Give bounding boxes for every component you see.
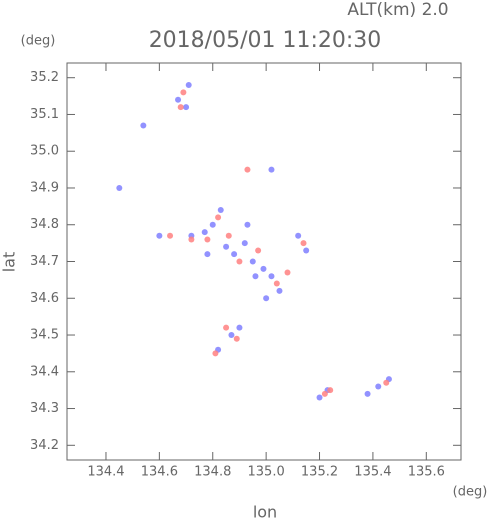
x-axis-label: lon [253,503,277,521]
echo-point [116,184,123,191]
echo-point [300,240,307,247]
echo-point [201,229,208,236]
echo-point [303,247,310,254]
echo-point [276,287,283,294]
echo-point [228,332,235,339]
x-tick-label: 134.8 [194,465,231,480]
x-tick-label: 135.0 [248,465,285,480]
echo-point [215,214,222,221]
echo-point [177,104,184,111]
x-tick-label: 134.4 [87,465,124,480]
x-tick-label: 134.6 [141,465,178,480]
echo-point [185,82,192,89]
echo-point [241,240,248,247]
echo-point [231,251,238,258]
echo-point [249,258,256,265]
y-tick-label: 35.2 [30,70,59,85]
echo-point [284,269,291,276]
y-tick-label: 34.5 [30,328,59,343]
echo-point [204,251,211,258]
echo-point [204,236,211,243]
echo-point [295,232,302,239]
echo-point [223,324,230,331]
x-tick-label: 135.2 [301,465,338,480]
echo-point [375,383,382,390]
echo-point [223,243,230,250]
y-tick-label: 34.4 [30,364,59,379]
x-unit: (deg) [453,485,488,500]
echo-point [383,379,390,386]
x-tick-label: 135.6 [408,465,445,480]
y-tick-label: 34.3 [30,401,59,416]
echo-point [217,207,224,214]
y-tick-label: 34.9 [30,180,59,195]
echo-point [236,324,243,331]
y-unit: (deg) [21,34,56,49]
echo-point [252,273,259,280]
y-tick-label: 34.7 [30,254,59,269]
echo-point [156,232,163,239]
echo-point [316,394,323,401]
echo-point [321,390,328,397]
echo-point [244,166,251,173]
echo-point [183,104,190,111]
echo-point [233,335,240,342]
echo-point [268,273,275,280]
y-tick-label: 34.2 [30,438,59,453]
y-tick-label: 35.1 [30,107,59,122]
plot-frame [66,62,462,461]
y-tick-label: 34.8 [30,217,59,232]
echo-point [209,221,216,228]
echo-point [364,390,371,397]
y-tick-label: 35.0 [30,144,59,159]
y-axis-label: lat [0,252,19,273]
echo-point [327,387,334,394]
y-tick-label: 34.6 [30,291,59,306]
echo-point [180,89,187,96]
echo-point [236,258,243,265]
echo-point [167,232,174,239]
echo-point [268,166,275,173]
echo-point [260,265,267,272]
echo-point [273,280,280,287]
echo-point [175,96,182,103]
altitude-label: ALT(km) 2.0 [347,0,448,20]
x-tick-label: 135.4 [354,465,391,480]
echo-point [140,122,147,129]
echo-point [188,236,195,243]
echo-point [263,295,270,302]
echo-point [225,232,232,239]
echo-point [212,350,219,357]
chart-title: 2018/05/01 11:20:30 [149,28,382,53]
echo-point [255,247,262,254]
echo-point [244,221,251,228]
